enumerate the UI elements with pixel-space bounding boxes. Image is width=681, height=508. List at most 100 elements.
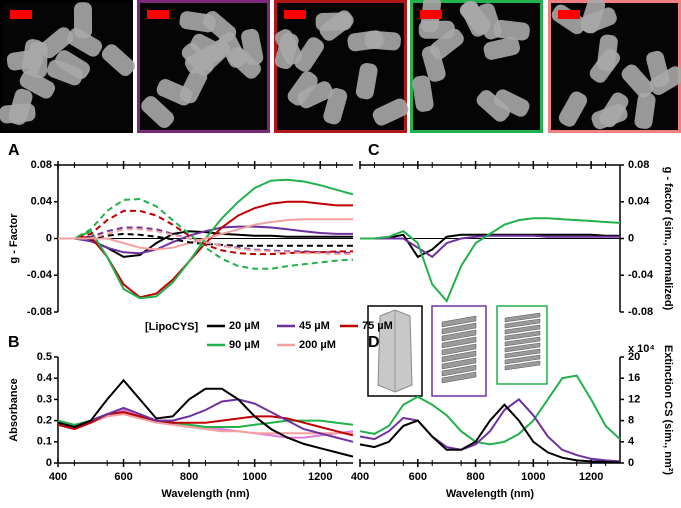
y-axis-title: g - factor (sim., normalized) <box>662 167 674 311</box>
particle <box>421 45 446 82</box>
model-ridge <box>441 315 477 328</box>
particle <box>181 42 214 76</box>
micrograph-row <box>0 0 681 133</box>
y-tick-label: -0.04 <box>27 269 53 281</box>
y-tick-label: -0.08 <box>27 306 52 318</box>
particle <box>412 75 434 112</box>
particle <box>46 59 83 86</box>
particle <box>19 70 56 99</box>
y-tick-label: 0 <box>628 232 634 244</box>
y-tick-label: 0 <box>46 232 52 244</box>
particle <box>156 78 193 106</box>
particle <box>228 46 261 79</box>
x-tick-label: 1000 <box>242 471 266 483</box>
model-ridge <box>441 329 477 342</box>
y-tick-label: 0.08 <box>628 159 649 171</box>
x-axis-title: Wavelength (nm) <box>161 488 250 500</box>
particle <box>323 88 348 125</box>
x-tick-label: 400 <box>351 471 369 483</box>
model-ridge <box>441 350 477 363</box>
particle <box>274 32 299 69</box>
x-tick-label: 400 <box>49 471 67 483</box>
particle <box>55 50 90 80</box>
series-line <box>58 225 353 255</box>
model-ridge <box>504 360 541 371</box>
particle <box>418 20 455 39</box>
particle <box>241 28 264 66</box>
model-ridge <box>504 336 541 347</box>
particle <box>580 0 606 34</box>
particle <box>179 11 216 33</box>
panel-label: A <box>8 142 20 159</box>
y-tick-label: 0.08 <box>31 159 52 171</box>
x-tick-label: 600 <box>114 471 132 483</box>
scale-bar <box>147 10 169 19</box>
series-line <box>57 413 353 435</box>
series-line <box>58 209 353 256</box>
particle <box>297 81 333 109</box>
particle <box>101 44 135 76</box>
y-tick-label: 4 <box>628 436 635 448</box>
x-tick-label: 800 <box>180 471 198 483</box>
legend-label: 200 µM <box>299 339 336 351</box>
particle <box>591 103 628 130</box>
y-tick-label: 0.4 <box>37 372 53 384</box>
y-tick-label: 0 <box>46 457 52 469</box>
model-ridge <box>504 324 541 335</box>
series-line <box>58 218 353 251</box>
series-line <box>359 403 621 464</box>
x-tick-label: 600 <box>409 471 427 483</box>
series-line <box>58 228 353 256</box>
model-ridge <box>441 357 477 370</box>
series-line <box>360 217 621 303</box>
chart-panel: -0.08 -0.04 0 0.04 0.08 Cg - factor (sim., no… <box>359 142 674 318</box>
particle <box>461 1 489 37</box>
particle <box>483 37 520 60</box>
y-tick-label: 8 <box>628 415 634 427</box>
model-ridge <box>504 354 541 365</box>
x-tick-label: 1200 <box>308 471 332 483</box>
y-tick-label: 0.3 <box>37 393 52 405</box>
y-tick-label: 0.04 <box>31 196 53 208</box>
x-tick-label: 1200 <box>579 471 603 483</box>
y-tick-label: 0.2 <box>37 415 52 427</box>
particle <box>364 30 401 51</box>
panel-label: D <box>368 334 380 351</box>
x-tick-label: 800 <box>466 471 484 483</box>
particle <box>558 91 588 127</box>
particle <box>355 62 378 100</box>
model-ridge <box>504 312 541 323</box>
y-tick-label: -0.08 <box>628 306 653 318</box>
series-line <box>57 378 354 458</box>
panel-label: C <box>368 142 380 159</box>
legend-label: 75 µM <box>362 320 393 332</box>
particle <box>287 71 318 106</box>
series-line <box>359 398 621 463</box>
legend-label: 45 µM <box>299 320 330 332</box>
legend-title: [LipoCYS] <box>145 321 198 333</box>
series-line <box>58 197 354 270</box>
y-axis-title: Extinction CS (sim., nm²) <box>662 345 674 476</box>
legend-label: 90 µM <box>229 339 260 351</box>
series-line <box>359 374 621 446</box>
particle <box>621 64 654 98</box>
particle <box>476 90 510 122</box>
particle <box>21 39 44 76</box>
model-insets <box>367 305 548 397</box>
model-ridge <box>441 336 477 349</box>
particle <box>0 103 36 124</box>
particle <box>294 37 324 72</box>
y-tick-label: 16 <box>628 372 640 384</box>
particle <box>493 19 530 41</box>
scale-bar <box>420 10 442 19</box>
particle <box>493 89 530 117</box>
series-line <box>360 234 620 259</box>
y-axis-title: g - Factor <box>8 213 20 264</box>
y-tick-label: 20 <box>628 351 640 363</box>
scale-bar <box>10 10 32 19</box>
x-axis-title: Wavelength (nm) <box>446 488 535 500</box>
scale-bar <box>558 10 580 19</box>
chart-panel: -0.08 -0.04 0 0.04 0.08 Ag - Factor [LipoCYS] 2… <box>8 142 393 351</box>
chart-panel: 0 4 8 12 16 20 400 600 800 1000 1200 D Extinction CS… <box>351 334 674 500</box>
model-ridge <box>504 348 541 359</box>
